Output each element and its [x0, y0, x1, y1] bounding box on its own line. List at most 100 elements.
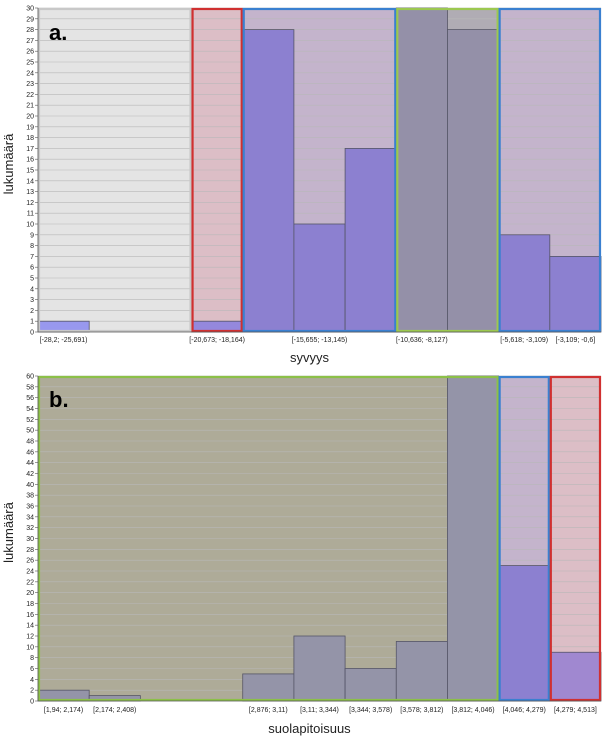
- chart-a-bar: [344, 147, 397, 333]
- chart-a-y-axis-label: lukumäärä: [1, 133, 16, 194]
- chart-a-region-border: [396, 7, 499, 333]
- chart-b-region-border: [549, 375, 602, 702]
- chart-a-x-tick-label: [-3,109; -0,6]: [556, 337, 596, 344]
- chart-b-region-border: [37, 375, 499, 702]
- chart-a-y-tick-label: 23: [26, 81, 34, 88]
- chart-b-y-tick-label: 60: [26, 374, 34, 381]
- chart-a-panel-label: a.: [49, 20, 67, 45]
- chart-b-y-tick-label: 22: [26, 579, 34, 586]
- chart-a-y-tick-label: 28: [26, 27, 34, 34]
- chart-b-x-tick-label: [4,046; 4,279): [503, 707, 546, 714]
- chart-a-y-tick-label: 20: [26, 114, 34, 121]
- chart-a-x-tick-label: [-15,655; -13,145): [292, 337, 348, 344]
- chart-b-x-tick-label: [2,876; 3,11): [249, 707, 288, 714]
- chart-b-x-axis-label: suolapitoisuus: [268, 721, 351, 736]
- chart-a-x-tick-label: [-28,2; -25,691): [40, 337, 88, 344]
- chart-a-y-tick-label: 9: [30, 232, 34, 239]
- chart-b-y-tick-label: 18: [26, 601, 34, 608]
- chart-b-x-tick-label: [1,94; 2,174): [44, 707, 83, 714]
- chart-b-x-tick-label: [4,279; 4,513]: [554, 707, 597, 714]
- chart-b-y-tick-label: 26: [26, 558, 34, 565]
- chart-b-bar: [447, 375, 500, 702]
- chart-b-panel-label: b.: [49, 387, 69, 412]
- chart-b-y-tick-label: 50: [26, 428, 34, 435]
- chart-b-y-tick-label: 8: [30, 655, 34, 662]
- chart-a: 0123456789101112131415161718192021222324…: [1, 6, 602, 365]
- chart-b-bar: [293, 635, 346, 702]
- chart-b-bar: [498, 565, 551, 702]
- chart-b-y-tick-label: 54: [26, 406, 34, 413]
- chart-a-y-tick-label: 27: [26, 38, 34, 45]
- chart-b-x-tick-label: [3,812; 4,046): [451, 707, 494, 714]
- chart-a-bar: [395, 7, 448, 333]
- chart-b-y-tick-label: 16: [26, 612, 34, 619]
- chart-b-y-tick-label: 42: [26, 471, 34, 478]
- chart-a-y-tick-label: 13: [26, 189, 34, 196]
- chart-a-y-tick-label: 15: [26, 168, 34, 175]
- chart-a-y-tick-label: 12: [26, 200, 34, 207]
- chart-b-y-tick-label: 10: [26, 644, 34, 651]
- chart-b-y-tick-label: 24: [26, 569, 34, 576]
- chart-b-y-tick-label: 30: [26, 536, 34, 543]
- chart-a-y-tick-label: 4: [30, 286, 34, 293]
- chart-a-x-axis-label: syvyys: [290, 350, 330, 365]
- chart-b-y-tick-label: 38: [26, 493, 34, 500]
- chart-b-y-tick-label: 0: [30, 699, 34, 706]
- chart-a-x-tick-label: [-20,673; -18,164): [189, 337, 245, 344]
- chart-a-y-tick-label: 7: [30, 254, 34, 261]
- chart-a-y-tick-label: 24: [26, 70, 34, 77]
- chart-b-y-tick-label: 34: [26, 514, 34, 521]
- chart-b-y-tick-label: 52: [26, 417, 34, 424]
- chart-b-x-tick-label: [3,11; 3,344): [300, 707, 339, 714]
- chart-b-bar: [395, 641, 448, 702]
- chart-b-bar: [549, 651, 602, 702]
- chart-b-y-tick-label: 20: [26, 590, 34, 597]
- chart-a-bar: [447, 29, 500, 333]
- chart-b-y-tick-label: 56: [26, 395, 34, 402]
- chart-a-y-tick-label: 17: [26, 146, 34, 153]
- chart-a-bar: [498, 234, 551, 333]
- chart-b-y-tick-label: 12: [26, 634, 34, 641]
- chart-a-x-tick-label: [-10,636; -8,127): [396, 337, 448, 344]
- chart-b-y-tick-label: 32: [26, 525, 34, 532]
- chart-b-x-tick-label: [3,344; 3,578): [349, 707, 392, 714]
- chart-b-bar: [344, 668, 397, 702]
- chart-a-region-border: [498, 7, 602, 333]
- chart-b: 0246810121416182022242628303234363840424…: [1, 374, 602, 736]
- chart-b-y-tick-label: 2: [30, 688, 34, 695]
- chart-b-y-tick-label: 48: [26, 439, 34, 446]
- chart-b-y-tick-label: 4: [30, 677, 34, 684]
- chart-a-region-border: [37, 7, 192, 333]
- chart-a-y-tick-label: 16: [26, 157, 34, 164]
- chart-a-y-tick-label: 29: [26, 16, 34, 23]
- chart-b-y-tick-label: 44: [26, 460, 34, 467]
- chart-b-y-tick-label: 6: [30, 666, 34, 673]
- chart-a-y-tick-label: 11: [27, 211, 34, 218]
- chart-a-bar: [293, 223, 346, 333]
- chart-a-region-border: [191, 7, 243, 333]
- chart-b-y-tick-label: 58: [26, 384, 34, 391]
- chart-b-bar: [242, 673, 295, 702]
- chart-a-y-tick-label: 3: [30, 297, 34, 304]
- chart-a-bar: [549, 255, 602, 333]
- chart-a-y-tick-label: 1: [30, 319, 34, 326]
- chart-a-y-tick-label: 6: [30, 265, 34, 272]
- chart-b-y-tick-label: 28: [26, 547, 34, 554]
- chart-a-y-tick-label: 30: [26, 6, 34, 13]
- chart-a-y-tick-label: 19: [26, 124, 34, 131]
- chart-b-y-axis-label: lukumäärä: [1, 501, 16, 562]
- chart-a-y-tick-label: 26: [26, 49, 34, 56]
- chart-a-y-tick-label: 22: [26, 92, 34, 99]
- chart-b-x-tick-label: [2,174; 2,408): [93, 707, 136, 714]
- chart-b-region-border: [498, 375, 550, 702]
- chart-b-y-tick-label: 46: [26, 449, 34, 456]
- chart-a-x-tick-label: [-5,618; -3,109): [500, 337, 548, 344]
- chart-a-y-tick-label: 14: [26, 178, 34, 185]
- chart-a-y-tick-label: 10: [26, 222, 34, 229]
- chart-b-y-tick-label: 36: [26, 504, 34, 511]
- chart-b-y-tick-label: 40: [26, 482, 34, 489]
- chart-a-y-tick-label: 25: [26, 60, 34, 67]
- chart-a-y-tick-label: 2: [30, 308, 34, 315]
- chart-a-bar: [242, 29, 295, 333]
